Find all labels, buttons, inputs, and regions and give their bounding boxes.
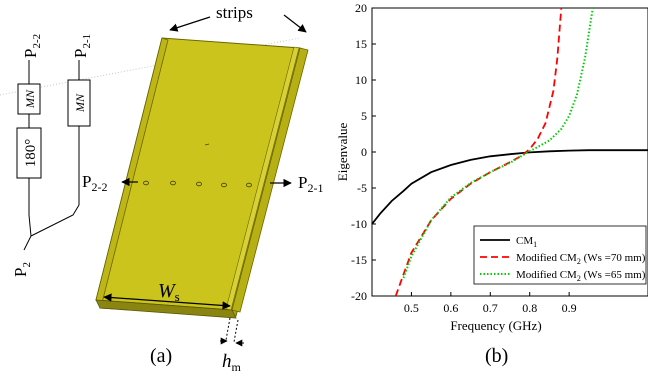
y-tick-label: -20 <box>351 289 367 303</box>
legend-entry-3: Modified CM2 (Ws =65 mm) <box>516 269 646 283</box>
antenna-schematic: strips P2-2 P2-1 Ws hm <box>0 3 323 374</box>
mn-box-left <box>17 83 41 115</box>
legend-box <box>473 225 647 285</box>
series-line-3 <box>402 7 594 279</box>
port-p21-top-label: P2-1 <box>71 34 93 58</box>
phase-shifter-box <box>16 127 42 179</box>
series-line-1 <box>371 149 648 225</box>
port-p22-side-label: P2-2 <box>82 172 107 194</box>
y-tick-label: 0 <box>361 145 367 159</box>
y-ticks: -20 -15 -10 -5 0 5 10 15 20 <box>351 1 376 303</box>
legend: CM1 Modified CM2 (Ws =70 mm) Modified CM2 … <box>473 225 647 285</box>
y-tick-label: 15 <box>355 37 367 51</box>
x-tick-label: 0.5 <box>404 301 419 315</box>
mn-box-right <box>67 79 91 127</box>
hm-label: hm <box>222 351 242 374</box>
x-tick-label: 0.8 <box>522 301 537 315</box>
series-lines <box>371 7 648 297</box>
port-p2-label: P2 <box>11 262 33 277</box>
mn-label-left: MN <box>23 89 37 109</box>
right-strip-outer <box>231 47 309 313</box>
ws-dimension-arrow <box>103 293 231 310</box>
panel-a-label: (a) <box>150 345 172 367</box>
panel-b-label: (b) <box>485 345 508 367</box>
ws-label: Ws <box>158 280 180 304</box>
series-line-2 <box>394 7 563 297</box>
mn-label-right: MN <box>73 93 87 113</box>
feed-network <box>23 60 80 251</box>
x-ticks: 0.5 0.6 0.7 0.8 0.9 <box>404 292 577 315</box>
hm-dimension <box>220 317 244 347</box>
feed-points <box>143 143 252 188</box>
port-p22-top-label: P2-2 <box>21 34 43 58</box>
legend-entry-1: CM1 <box>516 235 537 249</box>
port-p21-side-label: P2-1 <box>298 173 323 195</box>
x-tick-label: 0.7 <box>483 301 498 315</box>
legend-entry-2: Modified CM2 (Ws =70 mm) <box>516 252 646 266</box>
strips-arrow-right <box>283 14 307 33</box>
phase-label: 180° <box>23 139 39 168</box>
y-tick-label: -10 <box>351 217 367 231</box>
y-tick-label: 10 <box>355 73 367 87</box>
x-axis-label: Frequency (GHz) <box>450 318 541 333</box>
eigenvalue-chart: -20 -15 -10 -5 0 5 10 15 20 0.5 0.6 0.7 0.8 0.9 Freq… <box>335 1 648 367</box>
strips-arrow-left <box>169 16 211 32</box>
x-tick-label: 0.6 <box>443 301 458 315</box>
strips-label: strips <box>216 3 253 22</box>
y-tick-label: -5 <box>357 181 367 195</box>
y-tick-label: -15 <box>351 253 367 267</box>
y-tick-label: 5 <box>361 109 367 123</box>
y-axis-label: Eigenvalue <box>335 123 350 182</box>
x-tick-label: 0.9 <box>562 301 577 315</box>
y-tick-label: 20 <box>355 1 367 15</box>
